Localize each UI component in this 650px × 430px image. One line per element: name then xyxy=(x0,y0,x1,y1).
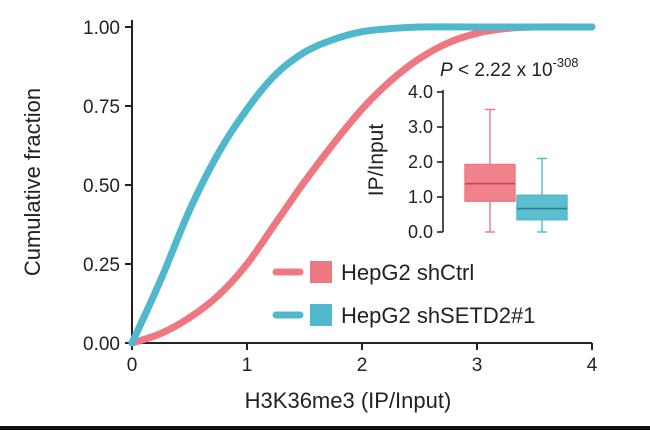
inset-boxplot: 0.0 1.0 2.0 3.0 4.0 IP/Input xyxy=(365,82,568,242)
inset-y-tick-label: 0.0 xyxy=(408,222,433,242)
legend-square-swatch xyxy=(310,261,332,283)
x-axis-title: H3K36me3 (IP/Input) xyxy=(245,388,452,413)
inset-y-tick-label: 4.0 xyxy=(408,82,433,102)
inset-y-tick-label: 1.0 xyxy=(408,187,433,207)
inset-y-tick-label: 3.0 xyxy=(408,117,433,137)
series-line-1 xyxy=(128,23,596,347)
legend-entry-0: HepG2 shCtrl xyxy=(272,260,474,285)
inset-y-axis-title: IP/Input xyxy=(365,124,388,197)
x-tick-label: 0 xyxy=(127,355,138,376)
y-axis-title: Cumulative fraction xyxy=(20,88,45,276)
legend-label: HepG2 shSETD2#1 xyxy=(341,303,535,328)
inset-y-ticks: 0.0 1.0 2.0 3.0 4.0 xyxy=(408,82,443,242)
x-tick-label: 4 xyxy=(587,355,598,376)
bottom-border xyxy=(0,426,650,430)
inset-box-0 xyxy=(464,108,516,233)
y-ticks: 0.00 0.25 0.50 0.75 1.00 xyxy=(83,18,132,355)
inset-box-1 xyxy=(516,157,568,233)
p-value-symbol: P xyxy=(440,60,453,81)
x-tick-label: 2 xyxy=(357,355,368,376)
y-tick-label: 0.00 xyxy=(83,334,120,355)
legend-entry-1: HepG2 shSETD2#1 xyxy=(272,303,535,328)
p-value-text: < 2.22 x 10 xyxy=(453,60,553,81)
y-tick-label: 0.75 xyxy=(83,97,120,118)
x-ticks: 0 1 2 3 4 xyxy=(127,343,598,376)
x-tick-label: 3 xyxy=(472,355,483,376)
legend: HepG2 shCtrl HepG2 shSETD2#1 xyxy=(272,260,535,328)
legend-square-swatch xyxy=(310,304,332,326)
y-tick-label: 0.50 xyxy=(83,176,120,197)
inset-y-tick-label: 2.0 xyxy=(408,152,433,172)
legend-label: HepG2 shCtrl xyxy=(341,260,474,285)
series-lines xyxy=(128,23,596,347)
y-tick-label: 1.00 xyxy=(83,18,120,39)
y-tick-label: 0.25 xyxy=(83,255,120,276)
box-body xyxy=(464,163,516,202)
p-value-exponent: -308 xyxy=(553,55,579,70)
box-body xyxy=(516,194,568,221)
inset-boxes xyxy=(464,108,568,233)
p-value-annotation: P < 2.22 x 10-308 xyxy=(440,55,579,81)
x-tick-label: 1 xyxy=(242,355,253,376)
